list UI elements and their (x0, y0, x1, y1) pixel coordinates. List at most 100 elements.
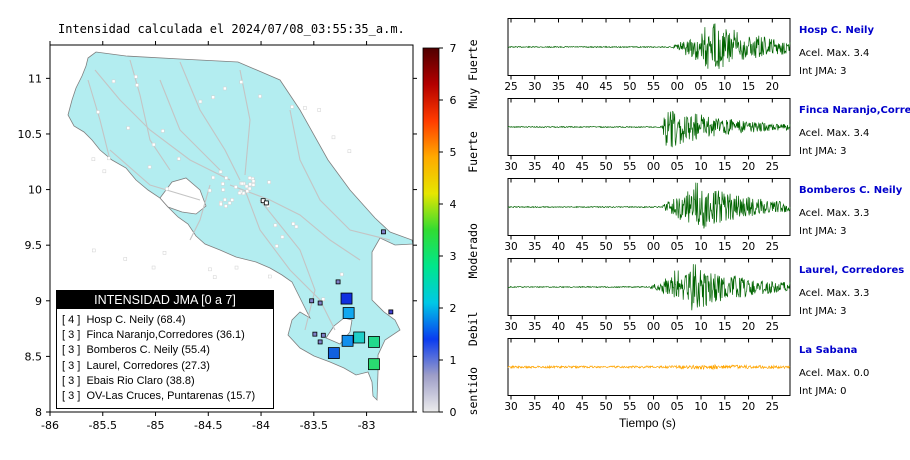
waveform-panel: 25 30 35 40 45 50 55 00 05 10 15 20 Hosp C. Neily Ace… (504, 18, 874, 93)
legend-item: [ 3 ] Bomberos C. Neily (55.4) (62, 344, 210, 357)
town-dot (219, 202, 223, 207)
waveform-xtick-label: 45 (576, 161, 589, 173)
town-dot (258, 94, 262, 99)
map-xtick-label: -84.5 (194, 419, 222, 432)
station-marker (320, 332, 326, 338)
waveform-xtick-label: 00 (647, 161, 660, 173)
waveform-int-jma: Int JMA: 0 (799, 386, 847, 397)
town-dot (102, 169, 107, 174)
map-ytick-label: 8.5 (25, 350, 43, 363)
waveform-xtick-label: 30 (528, 81, 541, 93)
waveform-acel-max: Acel. Max. 0.0 (799, 368, 869, 379)
waveform-xtick-label: 20 (742, 241, 755, 253)
road-network (87, 59, 391, 331)
station-marker (381, 229, 386, 235)
golfo-dulce (325, 317, 353, 345)
station-markers (260, 198, 394, 371)
waveform-panel: 30 35 40 45 50 55 00 05 10 15 20 25 Bomberos C. Neil… (504, 178, 903, 253)
waveform-panels: 25 30 35 40 45 50 55 00 05 10 15 20 Hosp C. Neily Ace… (500, 0, 910, 460)
intensity-colorbar: 7 6 5 4 3 2 1 0 Muy Fuerte Fuerte Moderado Debil No … (422, 40, 480, 420)
waveform-xtick-label: 40 (552, 321, 565, 333)
colorbar-category-label: Moderado (466, 223, 480, 278)
station-marker (317, 339, 323, 345)
colorbar-tick-label: 4 (450, 198, 457, 211)
map-xtick-label: -83 (358, 419, 376, 432)
legend-items: [ 4 ] Hosp C. Neily (68.4) [ 3 ] Finca Na… (57, 309, 273, 404)
waveform-xtick-label: 50 (599, 401, 612, 413)
station-marker (317, 300, 323, 306)
waveform-xtick-label: 40 (552, 241, 565, 253)
town-dot (340, 272, 344, 277)
waveform-xtick-label: 45 (599, 81, 612, 93)
waveform-station-name: Laurel, Corredores (799, 265, 904, 276)
map-ytick-label: 11 (28, 72, 42, 85)
waveform-xtick-label: 15 (718, 401, 731, 413)
town-dot (244, 184, 249, 189)
waveform-xtick-label: 05 (671, 161, 684, 173)
waveform-xtick-label: 20 (766, 81, 779, 93)
waveform-xtick-label: 50 (599, 321, 612, 333)
town-dot (161, 129, 165, 133)
waveform-xtick-label: 30 (504, 241, 517, 253)
town-dot (227, 201, 232, 205)
town-dot (92, 248, 96, 253)
town-dot (234, 185, 238, 189)
waveform-xtick-label: 40 (552, 401, 565, 413)
waveform-xtick-label: 50 (623, 81, 636, 93)
waveform-station-name: Bomberos C. Neily (799, 185, 903, 196)
town-dot (234, 265, 239, 270)
waveform-int-jma: Int JMA: 3 (799, 146, 847, 157)
town-dot (237, 191, 242, 195)
nicoya-coast-detail (159, 177, 207, 215)
waveform-int-jma: Int JMA: 3 (799, 226, 847, 237)
station-marker (388, 309, 394, 315)
colorbar-tick-label: 0 (450, 406, 457, 419)
road-line (259, 199, 316, 331)
waveform-xtick-label: 20 (742, 161, 755, 173)
road-line (229, 184, 361, 261)
waveform-panel: 30 35 40 45 50 55 00 05 10 15 20 25 Finca Naranjo,Co… (504, 98, 910, 173)
colorbar-gradient (422, 47, 440, 413)
town-dot (135, 83, 139, 87)
map-ytick-label: 8 (35, 406, 42, 419)
town-dot (267, 180, 271, 184)
waveform-xtick-label: 45 (576, 321, 589, 333)
waveform-xtick-label: 50 (599, 241, 612, 253)
map-axes: -86 -85.5 -85 -84.5 -84 -83.5 -83 11 10.5 10 9.5 9 8… (18, 41, 417, 432)
colorbar-tick-label: 5 (450, 146, 457, 159)
waveform-xtick-label: 35 (528, 161, 541, 173)
town-dot (321, 297, 326, 301)
town-dot (134, 74, 138, 79)
town-dot (211, 175, 215, 180)
colorbar-category-label: Muy Fuerte (466, 40, 480, 109)
town-dot (151, 265, 156, 270)
waveform-xtick-label: 10 (718, 81, 731, 93)
colorbar-tick-label: 3 (450, 250, 457, 263)
colorbar-category-label: No sentido (466, 367, 480, 420)
intensity-legend: INTENSIDAD JMA [0 a 7] [ 4 ] Hosp C. Nei… (56, 290, 274, 409)
waveform-xtick-label: 10 (694, 241, 707, 253)
waveform-xtick-label: 05 (671, 401, 684, 413)
waveform-xtick-label: 00 (647, 321, 660, 333)
town-dot (240, 181, 245, 186)
waveform-xtick-label: 55 (623, 161, 636, 173)
waveform-xtick-label: 20 (742, 401, 755, 413)
waveform-xtick-label: 35 (528, 401, 541, 413)
waveform-xtick-label: 25 (766, 161, 779, 173)
town-dot (223, 86, 227, 91)
waveform-xtick-label: 30 (504, 321, 517, 333)
town-dot (347, 149, 352, 153)
legend-item: [ 3 ] Finca Naranjo,Corredores (36.1) (62, 329, 245, 342)
waveform-xtick-label: 35 (528, 241, 541, 253)
waveform-xtick-label: 25 (766, 321, 779, 333)
waveform-xlabel: Tiempo (s) (619, 416, 676, 430)
town-dot (91, 157, 96, 162)
waveform-trace (507, 264, 791, 311)
waveform-xtick-label: 25 (766, 241, 779, 253)
town-dot (208, 188, 212, 193)
waveform-panel: 30 35 40 45 50 55 00 05 10 15 20 25 La Sabana Acel. M… (504, 338, 869, 413)
road-line (179, 61, 241, 181)
waveform-xtick-label: 30 (504, 161, 517, 173)
town-dot (247, 186, 252, 191)
town-dot (317, 108, 321, 112)
